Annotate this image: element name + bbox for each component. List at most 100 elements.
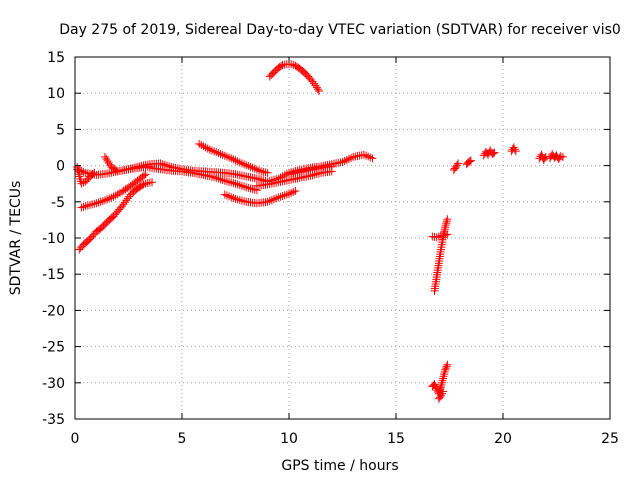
data-point bbox=[195, 139, 204, 148]
series-late-a bbox=[430, 215, 452, 295]
series-layer bbox=[73, 60, 567, 403]
data-point bbox=[466, 156, 475, 165]
data-point bbox=[438, 376, 447, 385]
series-late-c bbox=[428, 360, 452, 398]
data-point bbox=[556, 152, 565, 161]
data-point bbox=[233, 157, 242, 166]
data-point bbox=[439, 374, 448, 383]
data-point bbox=[442, 217, 451, 226]
data-point bbox=[558, 152, 567, 161]
data-point bbox=[227, 154, 236, 163]
data-point bbox=[141, 170, 150, 179]
data-point bbox=[429, 381, 438, 390]
data-point bbox=[255, 166, 264, 175]
data-point bbox=[277, 61, 286, 70]
data-point bbox=[212, 148, 221, 157]
data-point bbox=[218, 150, 227, 159]
data-point bbox=[488, 150, 497, 159]
data-point bbox=[229, 155, 238, 164]
data-point bbox=[102, 154, 111, 163]
data-point bbox=[100, 152, 109, 161]
data-point bbox=[227, 193, 236, 202]
data-point bbox=[218, 176, 227, 185]
grid bbox=[75, 57, 610, 419]
data-point bbox=[88, 200, 97, 209]
data-point bbox=[237, 159, 246, 168]
data-point bbox=[274, 193, 283, 202]
x-tick-label: 10 bbox=[280, 431, 298, 447]
data-point bbox=[366, 153, 375, 162]
data-point bbox=[276, 192, 285, 201]
data-point bbox=[465, 157, 474, 166]
x-axis-label: GPS time / hours bbox=[281, 458, 398, 474]
data-point bbox=[437, 380, 446, 389]
data-point bbox=[148, 178, 157, 187]
data-point bbox=[79, 167, 88, 176]
data-point bbox=[338, 157, 347, 166]
data-point bbox=[454, 159, 463, 168]
data-point bbox=[103, 156, 112, 165]
data-point bbox=[434, 232, 443, 241]
data-point bbox=[225, 192, 234, 201]
data-point bbox=[231, 156, 240, 165]
series-dot-18.4 bbox=[462, 156, 475, 169]
data-point bbox=[541, 152, 550, 161]
data-point bbox=[100, 196, 109, 205]
data-point bbox=[145, 162, 154, 171]
series-arc-10-12 bbox=[285, 162, 336, 179]
data-point bbox=[212, 173, 221, 182]
data-point bbox=[441, 231, 450, 240]
data-point bbox=[138, 181, 147, 190]
series-mid-left bbox=[77, 170, 150, 212]
series-late-d bbox=[434, 387, 448, 403]
x-tick-label: 25 bbox=[601, 431, 619, 447]
data-point bbox=[246, 184, 255, 193]
data-point bbox=[312, 83, 321, 92]
data-point bbox=[252, 165, 261, 174]
y-tick-label: -35 bbox=[42, 412, 65, 428]
data-point bbox=[432, 233, 441, 242]
data-point bbox=[509, 143, 518, 152]
series-cluster-19.4 bbox=[479, 146, 499, 160]
data-point bbox=[443, 360, 452, 369]
data-point bbox=[441, 365, 450, 374]
y-tick-label: -30 bbox=[42, 376, 65, 392]
data-point bbox=[103, 195, 112, 204]
data-point bbox=[104, 158, 113, 167]
data-point bbox=[240, 160, 249, 169]
data-point bbox=[289, 60, 298, 69]
data-point bbox=[96, 197, 105, 206]
series-cluster-22 bbox=[535, 150, 550, 164]
data-point bbox=[442, 362, 451, 371]
y-tick-label: -25 bbox=[42, 340, 65, 356]
data-point bbox=[438, 378, 447, 387]
data-point bbox=[441, 364, 450, 373]
data-point bbox=[280, 191, 289, 200]
data-point bbox=[441, 221, 450, 230]
y-tick-label: 10 bbox=[47, 86, 65, 102]
data-point bbox=[451, 163, 460, 172]
data-point bbox=[216, 150, 225, 159]
data-point bbox=[278, 192, 287, 201]
data-point bbox=[227, 178, 236, 187]
data-point bbox=[229, 179, 238, 188]
data-point bbox=[77, 203, 86, 212]
data-point bbox=[287, 60, 296, 69]
data-point bbox=[231, 194, 240, 203]
data-point bbox=[139, 180, 148, 189]
data-point bbox=[94, 198, 103, 207]
x-tick-label: 20 bbox=[494, 431, 512, 447]
data-point bbox=[440, 370, 449, 379]
data-point bbox=[141, 179, 150, 188]
data-point bbox=[313, 85, 322, 94]
data-point bbox=[244, 162, 253, 171]
data-point bbox=[220, 151, 229, 160]
data-point bbox=[342, 155, 351, 164]
data-point bbox=[248, 163, 257, 172]
data-point bbox=[240, 182, 249, 191]
y-tick-label: 15 bbox=[47, 50, 65, 66]
data-point bbox=[229, 194, 238, 203]
data-point bbox=[233, 180, 242, 189]
data-point bbox=[263, 168, 272, 177]
series-arc-5-9 bbox=[195, 139, 272, 177]
